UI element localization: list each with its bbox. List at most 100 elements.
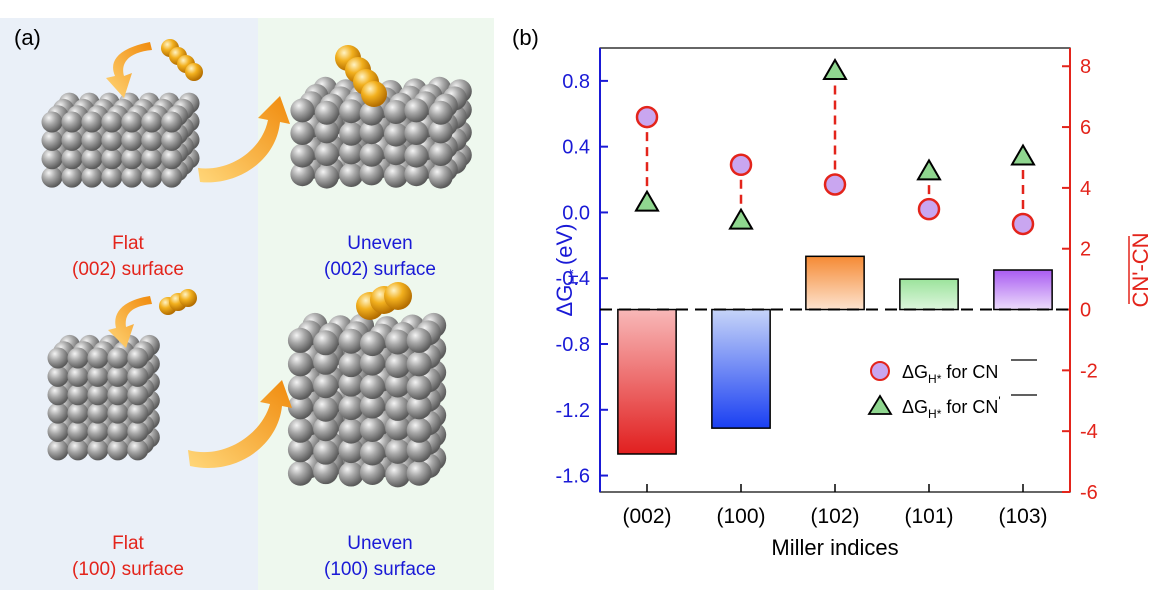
panel-a-label: (a) (14, 25, 41, 50)
circle-marker (635, 105, 659, 129)
adatom-chain-2 (335, 45, 387, 107)
atom (339, 99, 364, 124)
atom (359, 374, 385, 400)
atom (359, 101, 384, 126)
atom (67, 421, 89, 442)
atom (338, 418, 364, 444)
atom (101, 129, 123, 151)
right-tick-label: 8 (1080, 56, 1091, 78)
atom (47, 384, 69, 406)
atom (404, 162, 429, 187)
atom (287, 417, 313, 443)
atom (313, 349, 339, 375)
atom (338, 461, 364, 487)
caption-uneven-100-line2: (100) surface (324, 559, 436, 580)
atom (359, 331, 385, 357)
atom (161, 148, 183, 170)
atom (61, 111, 83, 133)
atom (107, 439, 129, 461)
adatom (384, 282, 412, 310)
atom (141, 148, 163, 170)
atom (107, 347, 129, 369)
atom (314, 164, 339, 189)
bar (899, 278, 959, 311)
atom (287, 374, 313, 400)
atom (161, 129, 183, 151)
atom (87, 402, 109, 424)
circle-marker (729, 153, 753, 177)
atom (67, 347, 89, 369)
atom (87, 421, 109, 442)
atom (121, 148, 143, 170)
atom (81, 111, 103, 133)
legend: ΔGH* for CN ΔGH* for CN' (867, 359, 1037, 421)
atom (313, 396, 339, 422)
atom (338, 395, 364, 421)
left-axis-title: ΔGH* (eV) (552, 224, 581, 317)
x-axis-title: Miller indices (771, 535, 898, 560)
adatom-chain-4 (356, 282, 412, 320)
atom (385, 329, 411, 355)
curved-arrow-icon (198, 96, 290, 183)
atom (121, 166, 143, 188)
atom (287, 327, 313, 353)
atom (101, 111, 123, 133)
atom (359, 120, 384, 145)
legend-triangle-marker (867, 394, 893, 415)
atom (81, 129, 103, 151)
atom (41, 166, 63, 188)
atom (385, 395, 411, 421)
atom (127, 347, 149, 369)
atom (141, 166, 163, 188)
atom (41, 129, 63, 151)
atom (359, 459, 385, 485)
atom (338, 352, 364, 378)
bar (993, 269, 1053, 311)
adatom-chain-3 (159, 289, 197, 315)
atom (406, 351, 432, 377)
x-tick-label: (102) (810, 505, 859, 528)
atom (359, 393, 385, 419)
caption-flat-002-line1: Flat (112, 233, 144, 254)
bar (805, 255, 865, 311)
legend-entry-1: ΔGH* for CN (902, 362, 998, 386)
adatom (185, 63, 203, 81)
atom (359, 417, 385, 442)
atom (47, 439, 69, 461)
panel-a: (a) Flat (002) surface Uneven (002) surf… (0, 18, 494, 590)
triangle-marker (916, 158, 942, 181)
atom (107, 384, 129, 406)
atom (314, 100, 339, 125)
atom (287, 394, 313, 420)
atom (428, 100, 453, 125)
caption-flat-100-line2: (100) surface (72, 559, 184, 580)
right-axis-title: CN'-CN (1128, 232, 1153, 307)
atom (127, 402, 149, 424)
left-tick-label: 0.4 (562, 137, 590, 159)
atom (61, 129, 83, 151)
panel-b-label: (b) (512, 25, 539, 50)
atom (41, 111, 63, 133)
atom (67, 402, 89, 424)
triangle-marker (822, 58, 848, 81)
atom (290, 121, 315, 145)
caption-uneven-002-line1: Uneven (347, 233, 413, 254)
atom (428, 142, 453, 166)
atom (67, 439, 89, 461)
atom (127, 421, 149, 442)
atom (313, 373, 339, 399)
adatom-chain-1 (161, 39, 203, 81)
atom (384, 163, 408, 188)
atom (47, 347, 69, 369)
atom (141, 129, 163, 151)
atom (385, 415, 411, 441)
atom (41, 148, 63, 170)
triangle-marker (634, 189, 660, 212)
caption-flat-002-line2: (002) surface (72, 259, 184, 280)
left-tick-label: -1.2 (556, 400, 590, 422)
atom (338, 438, 364, 464)
x-tick-label: (100) (716, 505, 765, 528)
atom (127, 384, 149, 406)
atom (314, 119, 339, 144)
left-axis-title-symbol: ΔG (552, 285, 577, 317)
